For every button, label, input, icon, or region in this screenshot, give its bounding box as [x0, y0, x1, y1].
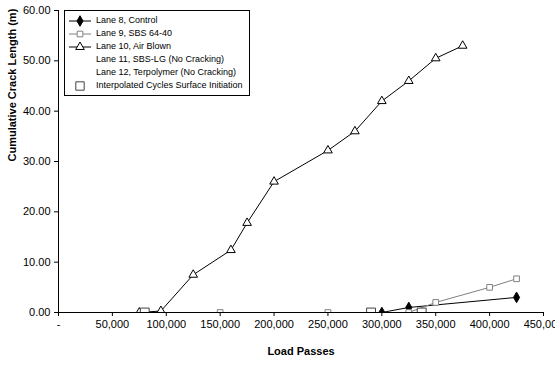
svg-text:Load Passes: Load Passes	[267, 345, 334, 357]
svg-text:100,000: 100,000	[146, 318, 186, 330]
svg-text:10.00: 10.00	[23, 256, 51, 268]
svg-text:30.00: 30.00	[23, 155, 51, 167]
svg-text:Cumulative Crack Length (m): Cumulative Crack Length (m)	[6, 8, 18, 161]
svg-text:250,000: 250,000	[308, 318, 348, 330]
svg-text:400,000: 400,000	[470, 318, 510, 330]
html-text:Lane 8, Control: Lane 8, Control	[96, 15, 158, 25]
html-text:Lane 9, SBS 64-40: Lane 9, SBS 64-40	[96, 28, 173, 38]
svg-text:60.00: 60.00	[23, 4, 51, 16]
svg-text:300,000: 300,000	[362, 318, 402, 330]
html-text:Lane 12, Terpolymer (No Cracki: Lane 12, Terpolymer (No Cracking)	[96, 67, 236, 77]
svg-text:50,000: 50,000	[96, 318, 130, 330]
html-text:Lane 10, Air Blown: Lane 10, Air Blown	[96, 41, 172, 51]
svg-text:0.00: 0.00	[29, 306, 50, 318]
svg-text:150,000: 150,000	[200, 318, 240, 330]
svg-text:20.00: 20.00	[23, 205, 51, 217]
html-text:Interpolated Cycles Surface In: Interpolated Cycles Surface Initiation	[96, 80, 243, 90]
svg-text:-: -	[57, 318, 61, 330]
svg-text:200,000: 200,000	[254, 318, 294, 330]
svg-text:50.00: 50.00	[23, 54, 51, 66]
svg-text:450,000: 450,000	[524, 318, 555, 330]
svg-text:350,000: 350,000	[416, 318, 456, 330]
html-text:Lane 11, SBS-LG (No Cracking): Lane 11, SBS-LG (No Cracking)	[96, 54, 224, 64]
svg-text:40.00: 40.00	[23, 105, 51, 117]
